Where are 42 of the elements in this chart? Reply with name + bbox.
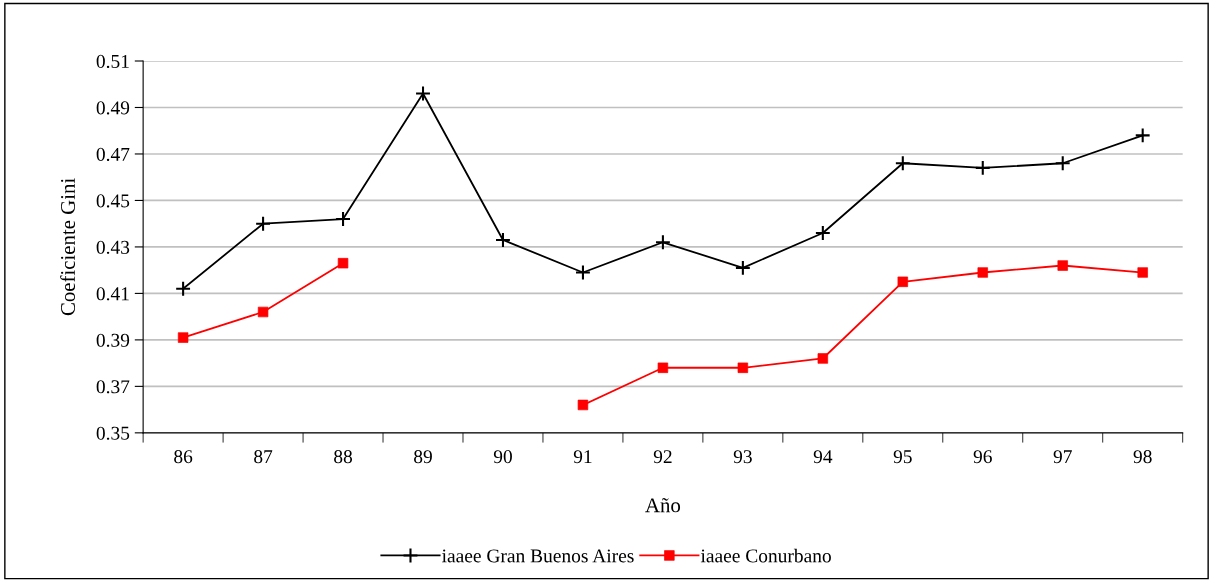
x-tick-label: 87 xyxy=(254,450,273,464)
x-axis-title: Año xyxy=(645,498,681,513)
y-tick-label: 0.45 xyxy=(96,194,130,208)
point xyxy=(175,280,192,297)
point xyxy=(415,85,431,102)
x-tick-label: 95 xyxy=(893,450,912,464)
y-axis-title: Coeficiente Gini xyxy=(60,178,76,316)
point xyxy=(574,264,591,281)
point xyxy=(494,231,511,248)
x-tick-label: 94 xyxy=(813,450,833,464)
point xyxy=(577,399,589,411)
legend-label: iaaee Gran Buenos Aires xyxy=(442,549,634,563)
y-tick-label: 0.47 xyxy=(96,147,130,161)
point xyxy=(894,155,911,172)
point xyxy=(257,306,269,318)
y-tick-label: 0.43 xyxy=(96,240,130,254)
legend-label: iaaee Conurbano xyxy=(700,548,831,563)
point xyxy=(974,159,991,176)
point xyxy=(654,234,671,251)
point xyxy=(1134,127,1151,144)
y-tick-label: 0.35 xyxy=(96,426,130,440)
point xyxy=(814,225,831,241)
x-tick-label: 92 xyxy=(653,450,672,464)
point xyxy=(335,211,352,228)
y-tick-label: 0.49 xyxy=(96,101,130,115)
x-tick-label: 96 xyxy=(973,450,992,464)
point xyxy=(734,259,751,276)
x-tick-label: 90 xyxy=(493,450,512,464)
point xyxy=(657,362,669,373)
x-tick-label: 98 xyxy=(1133,450,1152,464)
y-tick-label: 0.51 xyxy=(96,54,129,69)
y-tick-label: 0.39 xyxy=(96,333,130,347)
x-tick-label: 88 xyxy=(334,450,353,464)
x-tick-label: 93 xyxy=(733,450,752,464)
point xyxy=(1054,155,1071,172)
x-tick-label: 89 xyxy=(414,450,432,464)
y-tick-label: 0.37 xyxy=(96,380,130,394)
x-tick-label: 97 xyxy=(1053,450,1072,464)
y-tick-label: 0.41 xyxy=(96,287,129,301)
x-tick-label: 91 xyxy=(573,450,592,464)
point xyxy=(255,215,272,232)
x-tick-label: 86 xyxy=(174,450,193,464)
